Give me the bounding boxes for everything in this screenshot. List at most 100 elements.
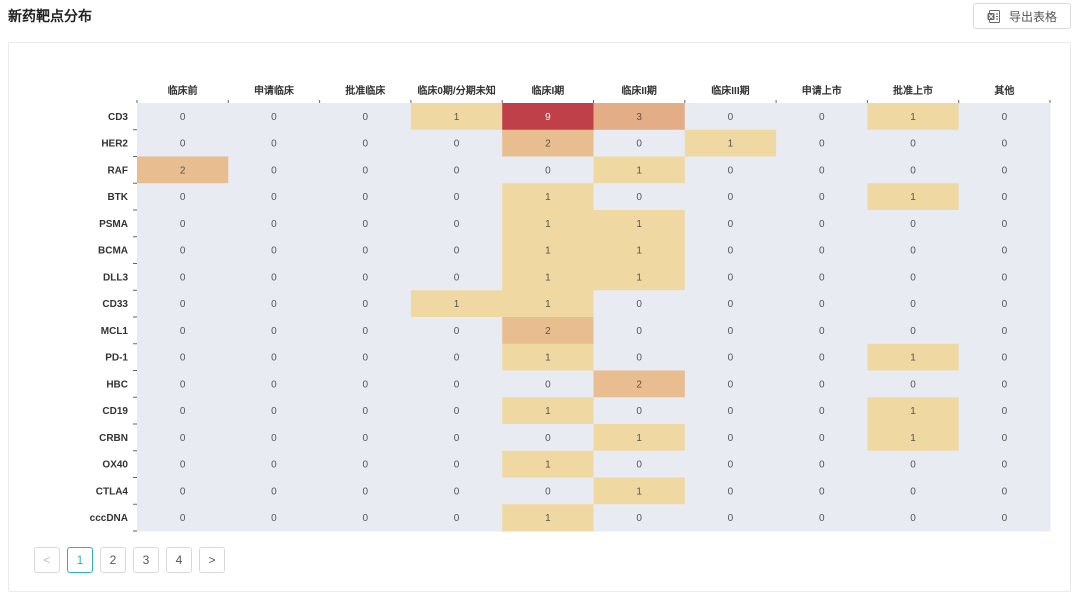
- heatmap-cell[interactable]: [502, 210, 594, 238]
- heatmap-cell[interactable]: [958, 504, 1051, 532]
- heatmap-cell[interactable]: [958, 129, 1051, 157]
- heatmap-cell[interactable]: [776, 183, 868, 211]
- heatmap-cell[interactable]: [958, 156, 1051, 184]
- heatmap-cell[interactable]: [593, 477, 686, 505]
- heatmap-cell[interactable]: [867, 397, 960, 425]
- heatmap-cell[interactable]: [776, 156, 868, 184]
- heatmap-cell[interactable]: [776, 263, 868, 291]
- heatmap-cell[interactable]: [137, 397, 229, 425]
- heatmap-cell[interactable]: [867, 263, 960, 291]
- heatmap-cell[interactable]: [867, 343, 960, 371]
- heatmap-cell[interactable]: [593, 290, 686, 318]
- heatmap-cell[interactable]: [958, 370, 1051, 398]
- heatmap-cell[interactable]: [684, 424, 777, 452]
- heatmap-cell[interactable]: [867, 210, 960, 238]
- export-table-button[interactable]: 导出表格: [973, 3, 1071, 29]
- heatmap-cell[interactable]: [502, 424, 594, 452]
- heatmap-cell[interactable]: [958, 317, 1051, 345]
- heatmap-cell[interactable]: [776, 477, 868, 505]
- heatmap-cell[interactable]: [684, 477, 777, 505]
- heatmap-cell[interactable]: [684, 156, 777, 184]
- heatmap-cell[interactable]: [319, 397, 412, 425]
- heatmap-cell[interactable]: [502, 236, 594, 264]
- heatmap-cell[interactable]: [410, 477, 503, 505]
- heatmap-cell[interactable]: [319, 450, 412, 478]
- heatmap-cell[interactable]: [410, 183, 503, 211]
- heatmap-cell[interactable]: [228, 156, 321, 184]
- heatmap-cell[interactable]: [958, 236, 1051, 264]
- heatmap-cell[interactable]: [867, 317, 960, 345]
- heatmap-cell[interactable]: [684, 263, 777, 291]
- heatmap-cell[interactable]: [410, 504, 503, 532]
- heatmap-cell[interactable]: [410, 450, 503, 478]
- heatmap-cell[interactable]: [228, 504, 321, 532]
- heatmap-cell[interactable]: [137, 504, 229, 532]
- heatmap-cell[interactable]: [410, 129, 503, 157]
- heatmap-cell[interactable]: [410, 317, 503, 345]
- heatmap-cell[interactable]: [593, 103, 686, 131]
- heatmap-cell[interactable]: [776, 290, 868, 318]
- heatmap-cell[interactable]: [593, 156, 686, 184]
- heatmap-cell[interactable]: [228, 263, 321, 291]
- heatmap-cell[interactable]: [410, 290, 503, 318]
- prev-page-button[interactable]: <: [34, 547, 60, 573]
- heatmap-cell[interactable]: [502, 370, 594, 398]
- heatmap-cell[interactable]: [319, 424, 412, 452]
- page-4-button[interactable]: 4: [166, 547, 192, 573]
- heatmap-cell[interactable]: [776, 317, 868, 345]
- heatmap-cell[interactable]: [593, 343, 686, 371]
- heatmap-cell[interactable]: [319, 156, 412, 184]
- heatmap-cell[interactable]: [867, 103, 960, 131]
- heatmap-cell[interactable]: [319, 210, 412, 238]
- heatmap-cell[interactable]: [502, 156, 594, 184]
- heatmap-cell[interactable]: [319, 477, 412, 505]
- heatmap-cell[interactable]: [319, 236, 412, 264]
- heatmap-cell[interactable]: [867, 236, 960, 264]
- heatmap-cell[interactable]: [593, 263, 686, 291]
- heatmap-cell[interactable]: [502, 343, 594, 371]
- heatmap-cell[interactable]: [867, 424, 960, 452]
- heatmap-cell[interactable]: [776, 504, 868, 532]
- heatmap-cell[interactable]: [776, 397, 868, 425]
- heatmap-cell[interactable]: [684, 236, 777, 264]
- heatmap-cell[interactable]: [228, 183, 321, 211]
- heatmap-cell[interactable]: [228, 424, 321, 452]
- page-3-button[interactable]: 3: [133, 547, 159, 573]
- heatmap-cell[interactable]: [867, 504, 960, 532]
- heatmap-cell[interactable]: [502, 477, 594, 505]
- heatmap-cell[interactable]: [137, 156, 229, 184]
- heatmap-cell[interactable]: [958, 343, 1051, 371]
- heatmap-cell[interactable]: [410, 397, 503, 425]
- heatmap-cell[interactable]: [319, 183, 412, 211]
- heatmap-cell[interactable]: [776, 450, 868, 478]
- heatmap-cell[interactable]: [593, 210, 686, 238]
- heatmap-cell[interactable]: [593, 450, 686, 478]
- heatmap-cell[interactable]: [776, 236, 868, 264]
- page-2-button[interactable]: 2: [100, 547, 126, 573]
- heatmap-cell[interactable]: [593, 504, 686, 532]
- heatmap-cell[interactable]: [137, 343, 229, 371]
- heatmap-cell[interactable]: [593, 370, 686, 398]
- heatmap-cell[interactable]: [319, 504, 412, 532]
- heatmap-cell[interactable]: [684, 290, 777, 318]
- heatmap-cell[interactable]: [593, 317, 686, 345]
- heatmap-cell[interactable]: [684, 103, 777, 131]
- heatmap-cell[interactable]: [958, 183, 1051, 211]
- heatmap-cell[interactable]: [867, 477, 960, 505]
- heatmap-cell[interactable]: [319, 290, 412, 318]
- heatmap-cell[interactable]: [958, 450, 1051, 478]
- heatmap-cell[interactable]: [867, 156, 960, 184]
- heatmap-cell[interactable]: [593, 397, 686, 425]
- heatmap-cell[interactable]: [776, 129, 868, 157]
- heatmap-cell[interactable]: [410, 424, 503, 452]
- heatmap-cell[interactable]: [137, 210, 229, 238]
- heatmap-cell[interactable]: [410, 103, 503, 131]
- heatmap-cell[interactable]: [228, 129, 321, 157]
- heatmap-cell[interactable]: [502, 317, 594, 345]
- heatmap-cell[interactable]: [137, 129, 229, 157]
- heatmap-cell[interactable]: [684, 343, 777, 371]
- heatmap-cell[interactable]: [502, 129, 594, 157]
- heatmap-cell[interactable]: [228, 290, 321, 318]
- heatmap-cell[interactable]: [319, 263, 412, 291]
- heatmap-cell[interactable]: [502, 263, 594, 291]
